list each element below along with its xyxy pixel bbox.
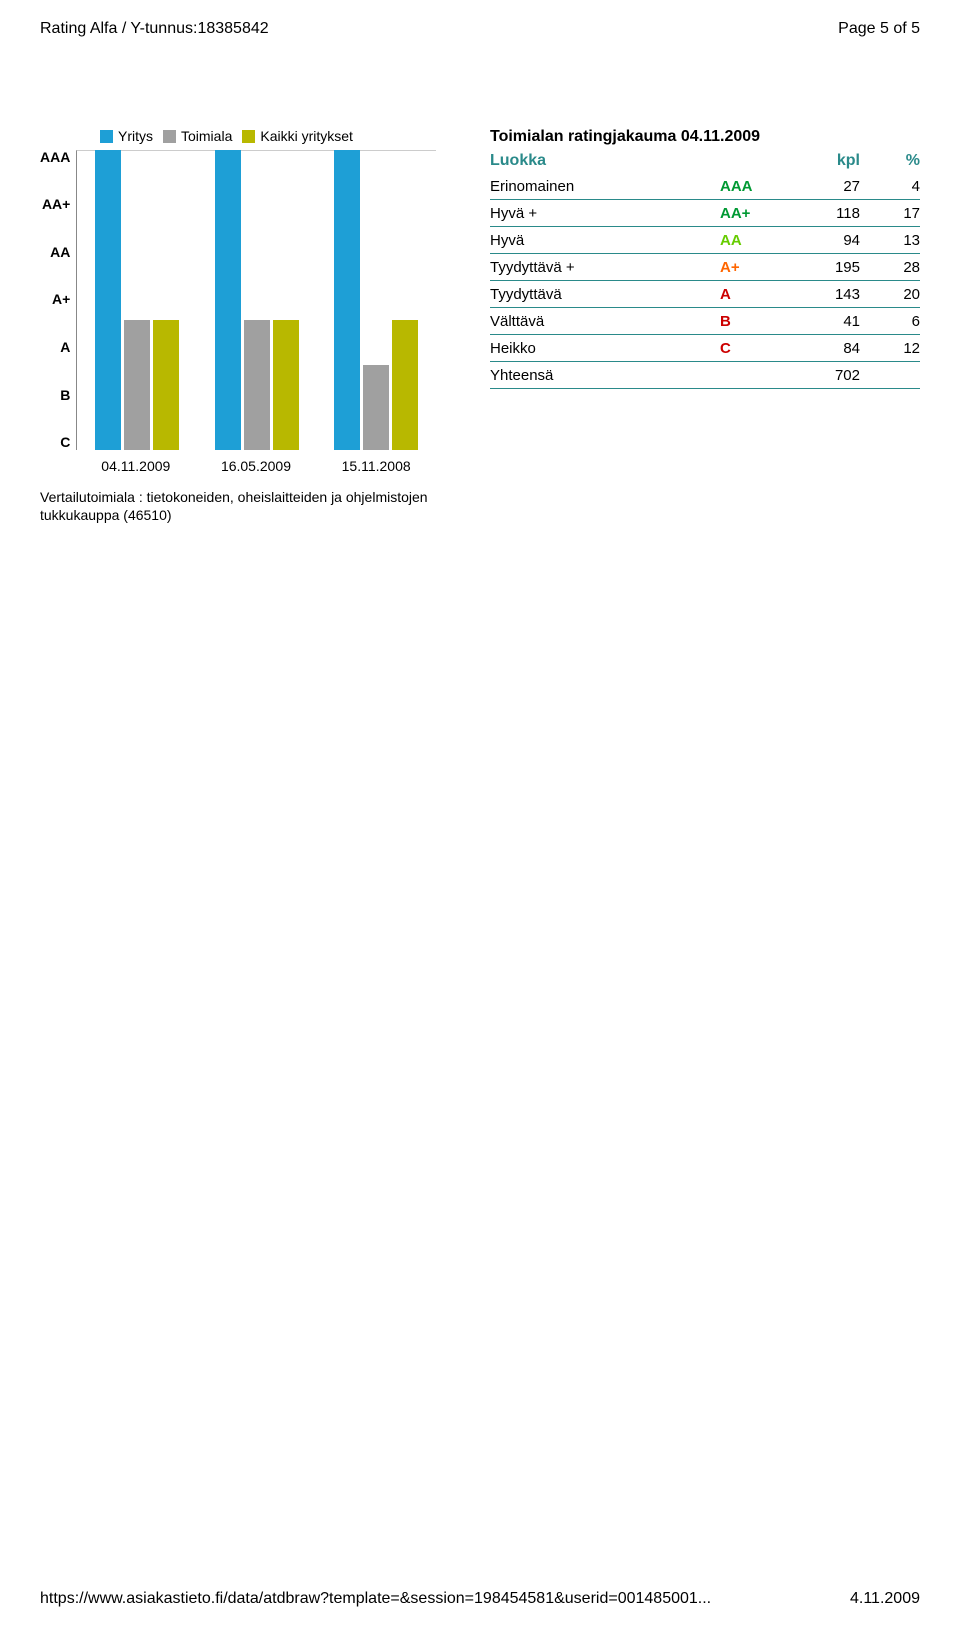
legend-swatch bbox=[163, 130, 176, 143]
table-row: VälttäväB416 bbox=[490, 308, 920, 335]
cell-kpl: 94 bbox=[790, 232, 860, 249]
table-row: HyväAA9413 bbox=[490, 227, 920, 254]
cell-label: Välttävä bbox=[490, 313, 720, 330]
cell-kpl: 195 bbox=[790, 259, 860, 276]
cell-label: Erinomainen bbox=[490, 178, 720, 195]
table-row: Tyydyttävä +A+19528 bbox=[490, 254, 920, 281]
chart-y-axis: AAA AA+ AA A+ A B C bbox=[40, 150, 76, 450]
col-luokka: Luokka bbox=[490, 152, 720, 170]
cell-kpl: 143 bbox=[790, 286, 860, 303]
cell-pct: 28 bbox=[860, 259, 920, 276]
cell-kpl: 27 bbox=[790, 178, 860, 195]
cell-rating: B bbox=[720, 313, 790, 330]
cell-label: Tyydyttävä bbox=[490, 286, 720, 303]
cell-rating: AA+ bbox=[720, 205, 790, 222]
bar bbox=[392, 320, 418, 450]
bar bbox=[334, 150, 360, 450]
y-tick: AA bbox=[40, 245, 70, 259]
y-tick: A bbox=[40, 340, 70, 354]
legend-label: Toimiala bbox=[181, 128, 232, 144]
bar bbox=[273, 320, 299, 450]
cell-rating: AAA bbox=[720, 178, 790, 195]
cell-rating: C bbox=[720, 340, 790, 357]
cell-kpl: 118 bbox=[790, 205, 860, 222]
x-tick: 16.05.2009 bbox=[221, 458, 291, 474]
col-kpl: kpl bbox=[790, 152, 860, 170]
bar-group bbox=[331, 150, 421, 450]
table-header: Luokka kpl % bbox=[490, 152, 920, 173]
cell-label: Heikko bbox=[490, 340, 720, 357]
chart-legend: Yritys Toimiala Kaikki yritykset bbox=[100, 128, 460, 146]
col-pct: % bbox=[860, 152, 920, 170]
rating-distribution-table: Toimialan ratingjakauma 04.11.2009 Luokk… bbox=[490, 128, 920, 389]
y-tick: A+ bbox=[40, 292, 70, 306]
header-left: Rating Alfa / Y-tunnus:18385842 bbox=[40, 20, 269, 38]
cell-total-kpl: 702 bbox=[790, 367, 860, 384]
cell-pct: 13 bbox=[860, 232, 920, 249]
chart-plot bbox=[76, 150, 436, 450]
legend-item: Kaikki yritykset bbox=[242, 128, 353, 144]
cell-label: Tyydyttävä + bbox=[490, 259, 720, 276]
rating-chart: YritysToimialaKaikki yritykset AAAAA+AAA… bbox=[40, 128, 460, 524]
cell-label: Hyvä bbox=[490, 232, 720, 249]
legend-swatch bbox=[242, 130, 255, 143]
header-right: Page 5 of 5 bbox=[838, 20, 920, 38]
cell-pct: 6 bbox=[860, 313, 920, 330]
cell-rating: AA bbox=[720, 232, 790, 249]
legend-swatch bbox=[100, 130, 113, 143]
table-row: TyydyttäväA14320 bbox=[490, 281, 920, 308]
cell-pct: 12 bbox=[860, 340, 920, 357]
bar bbox=[215, 150, 241, 450]
cell-rating: A bbox=[720, 286, 790, 303]
y-tick: C bbox=[40, 435, 70, 449]
table-row: HeikkoC8412 bbox=[490, 335, 920, 362]
chart-x-axis: 04.11.2009 16.05.2009 15.11.2008 bbox=[76, 458, 436, 474]
cell-pct: 17 bbox=[860, 205, 920, 222]
legend-item: Toimiala bbox=[163, 128, 232, 144]
cell-rating: A+ bbox=[720, 259, 790, 276]
bar-group bbox=[212, 150, 302, 450]
y-tick: B bbox=[40, 388, 70, 402]
cell-pct: 4 bbox=[860, 178, 920, 195]
bar bbox=[95, 150, 121, 450]
footer-url: https://www.asiakastieto.fi/data/atdbraw… bbox=[40, 1590, 711, 1608]
table-row: ErinomainenAAA274 bbox=[490, 173, 920, 200]
table-total-row: Yhteensä 702 bbox=[490, 362, 920, 389]
table-row: Hyvä +AA+11817 bbox=[490, 200, 920, 227]
bar bbox=[153, 320, 179, 450]
y-tick: AA+ bbox=[40, 197, 70, 211]
legend-label: Yritys bbox=[118, 128, 153, 144]
bar bbox=[363, 365, 389, 450]
footer-date: 4.11.2009 bbox=[850, 1590, 920, 1608]
table-title: Toimialan ratingjakauma 04.11.2009 bbox=[490, 128, 920, 146]
bar-group bbox=[92, 150, 182, 450]
legend-item: Yritys bbox=[100, 128, 153, 144]
cell-pct: 20 bbox=[860, 286, 920, 303]
chart-caption: Vertailutoimiala : tietokoneiden, oheisl… bbox=[40, 488, 460, 524]
cell-total-label: Yhteensä bbox=[490, 367, 720, 384]
legend-label: Kaikki yritykset bbox=[260, 128, 353, 144]
x-tick: 15.11.2008 bbox=[342, 458, 411, 474]
bar bbox=[244, 320, 270, 450]
cell-kpl: 41 bbox=[790, 313, 860, 330]
cell-kpl: 84 bbox=[790, 340, 860, 357]
x-tick: 04.11.2009 bbox=[101, 458, 170, 474]
bar bbox=[124, 320, 150, 450]
y-tick: AAA bbox=[40, 150, 70, 164]
cell-label: Hyvä + bbox=[490, 205, 720, 222]
